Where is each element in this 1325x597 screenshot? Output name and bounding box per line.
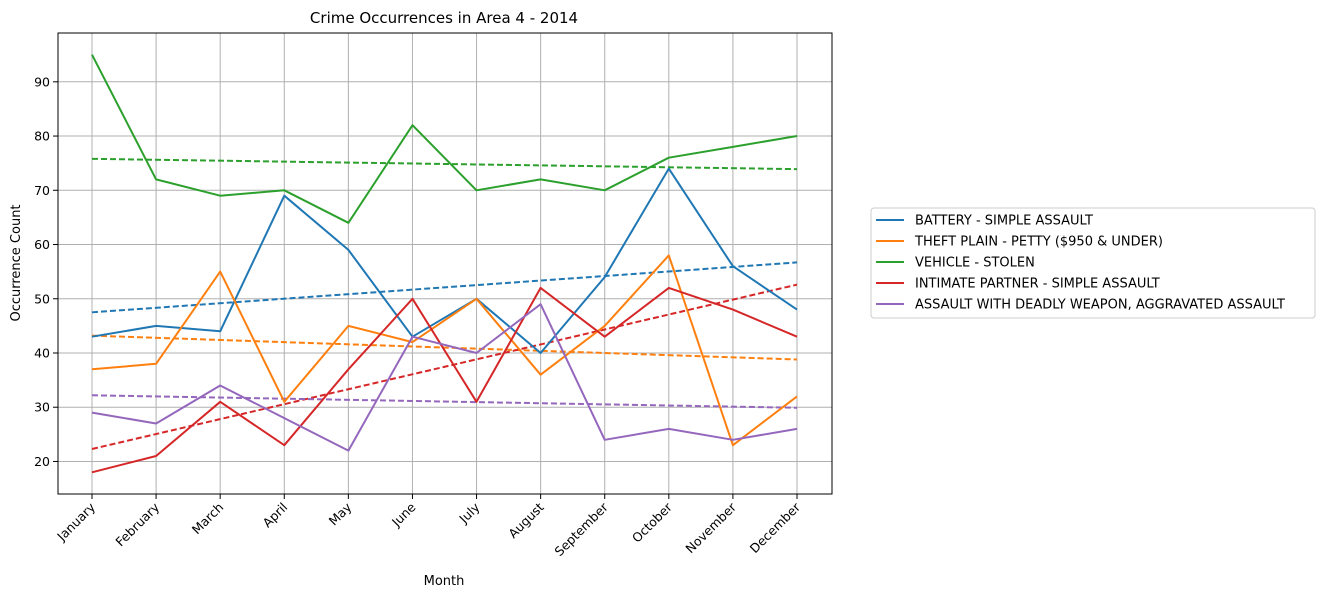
series-line-3 [91, 286, 798, 474]
x-tick-label: November [682, 499, 739, 556]
x-tick-label: December [747, 499, 804, 556]
trend-line-1 [91, 334, 798, 361]
legend-label-4: ASSAULT WITH DEADLY WEAPON, AGGRAVATED A… [915, 298, 1285, 313]
x-tick-label: June [388, 499, 419, 530]
x-tick-label: October [629, 499, 676, 546]
series-line-2 [91, 54, 798, 224]
x-axis-ticks: January February March April May June July Augu… [53, 494, 804, 559]
x-tick-label: September [551, 499, 611, 559]
plot-area-frame [57, 32, 833, 495]
y-tick-label: 90 [34, 74, 50, 89]
x-tick-label: April [260, 500, 291, 531]
trend-line-2 [91, 157, 798, 171]
x-tick-label: August [505, 499, 547, 541]
x-tick-label: March [189, 500, 227, 538]
trend-line-4 [91, 394, 798, 409]
chart-title: Crime Occurrences in Area 4 - 2014 [310, 9, 578, 27]
x-tick-label: February [112, 499, 162, 549]
series-line-4 [91, 303, 798, 452]
y-tick-label: 50 [34, 291, 50, 306]
legend-box [870, 207, 1316, 319]
legend-label-0: BATTERY - SIMPLE ASSAULT [915, 214, 1093, 229]
y-axis-label: Occurrence Count [9, 204, 24, 321]
x-tick-label: July [455, 499, 483, 527]
legend-label-2: VEHICLE - STOLEN [915, 256, 1035, 271]
series-layer [91, 54, 798, 474]
legend-label-3: INTIMATE PARTNER - SIMPLE ASSAULT [915, 277, 1160, 292]
y-tick-label: 30 [34, 400, 50, 415]
legend-label-1: THEFT PLAIN - PETTY ($950 & UNDER) [914, 235, 1163, 250]
y-tick-label: 20 [34, 454, 50, 469]
series-line-1 [91, 254, 798, 447]
y-tick-label: 80 [34, 129, 50, 144]
trend-line-3 [91, 283, 798, 450]
y-tick-label: 60 [34, 237, 50, 252]
y-tick-label: 40 [34, 345, 50, 360]
x-tick-label: May [326, 499, 355, 528]
x-tick-label: January [53, 499, 98, 544]
trend-line-0 [91, 261, 798, 314]
series-line-0 [91, 167, 798, 354]
x-axis-label: Month [424, 574, 465, 589]
y-axis-ticks: 20 30 40 50 60 70 80 90 [34, 74, 58, 469]
legend: BATTERY - SIMPLE ASSAULT THEFT PLAIN - PE… [870, 207, 1316, 319]
y-tick-label: 70 [34, 183, 50, 198]
grid-lines [58, 33, 832, 494]
